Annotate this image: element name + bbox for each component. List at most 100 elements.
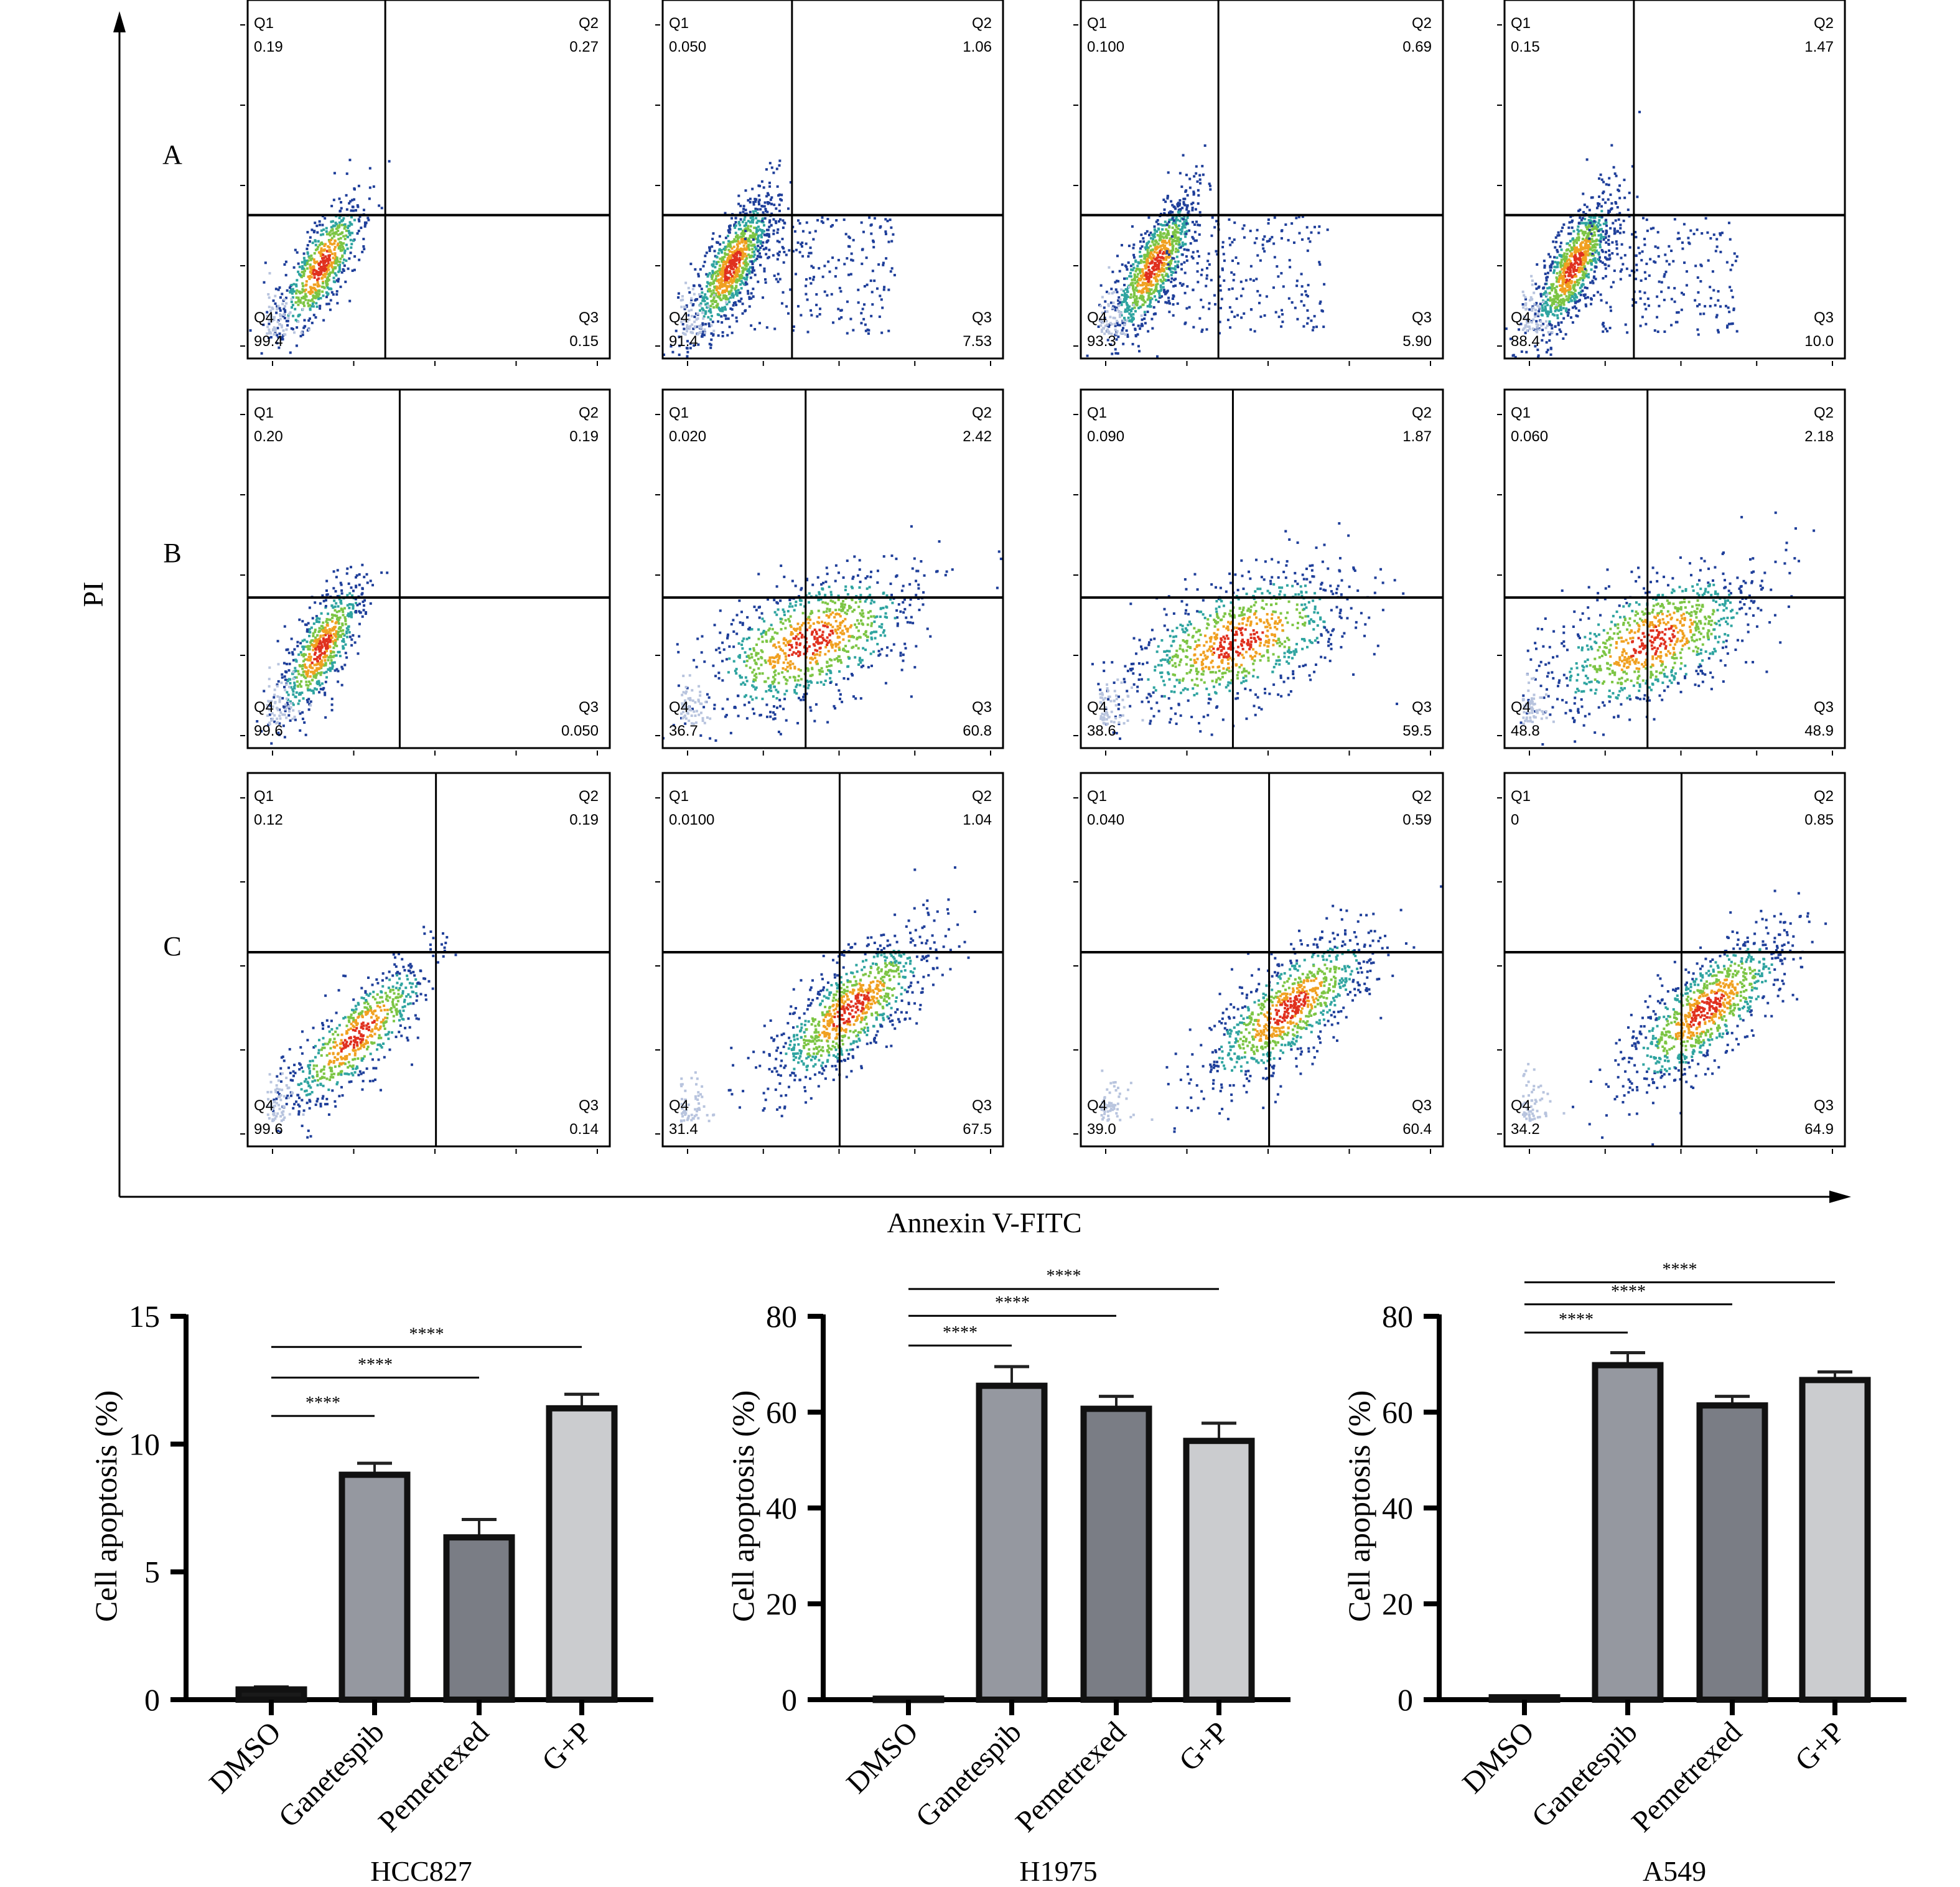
event-dot: [329, 233, 332, 236]
event-dot: [1147, 294, 1150, 297]
event-dot: [728, 325, 731, 329]
event-dot: [1231, 241, 1234, 244]
event-dot: [1153, 290, 1156, 293]
event-dot: [326, 286, 329, 289]
event-dot: [334, 634, 337, 637]
event-dot: [1116, 308, 1119, 311]
event-dot: [340, 232, 343, 235]
event-dot: [765, 253, 768, 256]
event-dot: [1553, 265, 1556, 268]
event-dot: [307, 688, 310, 691]
event-dot: [288, 286, 291, 289]
event-dot: [1567, 274, 1570, 278]
event-dot: [1215, 220, 1218, 223]
event-dot: [1168, 255, 1171, 258]
event-dot: [1123, 319, 1126, 322]
event-dot: [1149, 288, 1152, 291]
event-dot: [1178, 282, 1182, 285]
event-dot: [1544, 283, 1547, 286]
event-dot: [334, 222, 337, 225]
event-dot: [1164, 274, 1167, 277]
event-dot: [1591, 220, 1594, 223]
event-dot: [305, 645, 308, 649]
event-dot: [730, 308, 734, 311]
event-dot: [1589, 259, 1592, 262]
event-dot: [1162, 244, 1165, 247]
event-dot: [732, 253, 735, 256]
event-dot: [1161, 235, 1164, 238]
event-dot: [306, 252, 309, 255]
event-dot: [1546, 287, 1549, 290]
event-dot: [886, 220, 889, 223]
event-dot: [1267, 222, 1270, 225]
event-dot: [725, 268, 728, 271]
event-dot: [311, 302, 314, 305]
event-dot: [744, 208, 747, 212]
event-dot: [1687, 241, 1691, 245]
event-dot: [1523, 327, 1526, 330]
event-dot: [768, 225, 771, 228]
event-dot: [1182, 197, 1185, 200]
event-dot: [1561, 289, 1564, 292]
event-dot: [1547, 312, 1550, 316]
event-dot: [1144, 246, 1147, 249]
event-dot: [1187, 211, 1190, 214]
event-dot: [730, 276, 733, 279]
event-dot: [1172, 205, 1175, 208]
event-dot: [324, 654, 327, 657]
event-dot: [709, 310, 712, 313]
event-dot: [1183, 261, 1186, 264]
event-dot: [286, 319, 289, 322]
event-dot: [304, 677, 307, 680]
event-dot: [1150, 317, 1154, 321]
event-dot: [302, 252, 306, 255]
event-dot: [1146, 241, 1149, 245]
event-dot: [747, 237, 750, 240]
event-dot: [1580, 245, 1583, 248]
event-dot: [323, 267, 326, 270]
event-dot: [890, 240, 894, 243]
event-dot: [1585, 253, 1588, 256]
event-dot: [759, 246, 762, 250]
event-dot: [1589, 219, 1592, 222]
event-dot: [1232, 279, 1235, 282]
event-dot: [734, 224, 737, 227]
event-dot: [1607, 235, 1610, 238]
event-dot: [352, 589, 355, 592]
event-dot: [1631, 304, 1635, 307]
event-dot: [1158, 273, 1161, 276]
event-dot: [1111, 306, 1114, 309]
event-dot: [1185, 218, 1188, 222]
event-dot: [1641, 316, 1644, 319]
event-dot: [1579, 260, 1582, 263]
event-dot: [762, 186, 765, 189]
event-dot: [769, 198, 772, 201]
event-dot: [1605, 224, 1608, 227]
event-dot: [774, 220, 777, 223]
event-dot: [312, 672, 315, 675]
event-dot: [1167, 296, 1170, 299]
event-dot: [684, 306, 687, 309]
event-dot: [1228, 306, 1231, 309]
event-dot: [1566, 268, 1569, 271]
quadrant-value-q2: 0.69: [1402, 39, 1432, 55]
event-dot: [1562, 278, 1565, 281]
event-dot: [263, 281, 266, 284]
event-dot: [1559, 245, 1562, 248]
event-dot: [306, 302, 309, 305]
event-dot: [1594, 251, 1597, 254]
event-dot: [726, 261, 729, 264]
event-dot: [1114, 281, 1117, 284]
event-dot: [890, 267, 894, 270]
event-dot: [735, 303, 738, 306]
event-dot: [695, 325, 698, 329]
event-dot: [1147, 269, 1150, 272]
event-dot: [1177, 250, 1180, 253]
event-dot: [1522, 362, 1524, 364]
event-dot: [276, 321, 279, 324]
event-dot: [1127, 245, 1131, 248]
event-dot: [333, 626, 336, 629]
event-dot: [1163, 278, 1166, 281]
event-dot: [369, 602, 372, 605]
event-dot: [1583, 222, 1586, 225]
